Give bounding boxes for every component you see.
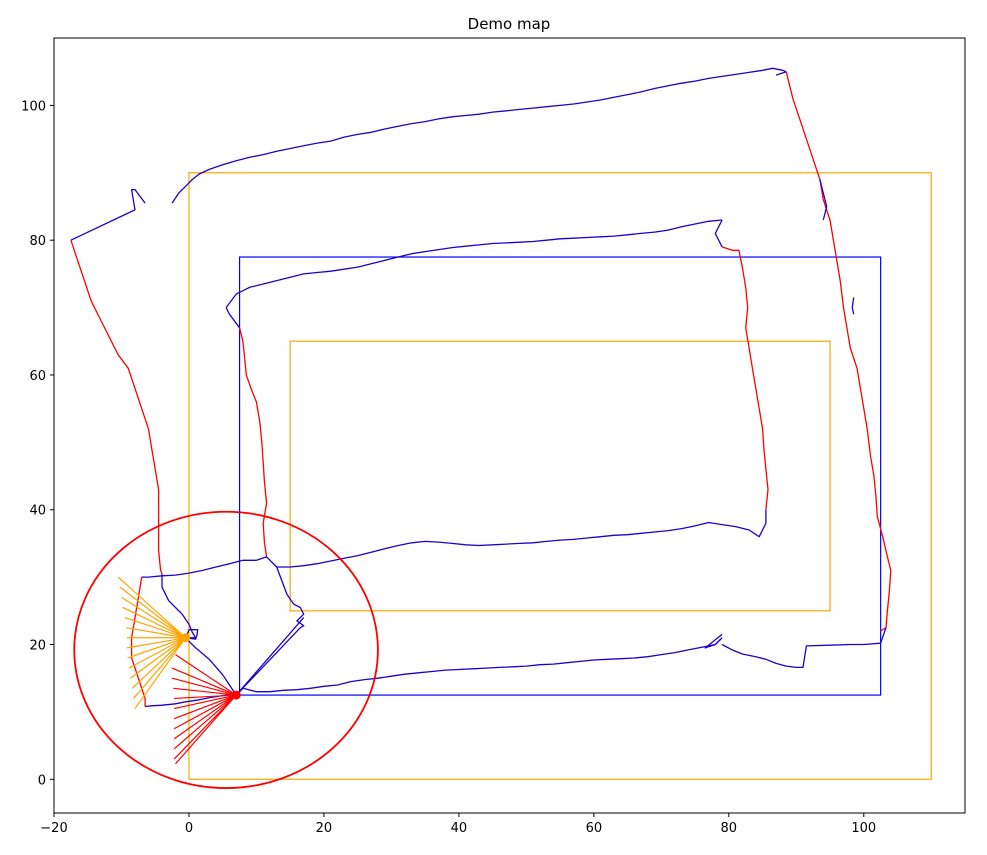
robot-red	[231, 690, 241, 700]
y-tick-label-5: 100	[21, 99, 46, 114]
blue-track-14	[721, 627, 887, 669]
y-tick-label-4: 80	[29, 234, 46, 249]
x-tick-label-4: 60	[586, 821, 603, 836]
robot-orange	[181, 633, 191, 643]
red-scan-ray-1	[171, 667, 237, 696]
red-scan-ray-3	[173, 687, 237, 696]
orange-scan-ray-4	[124, 616, 186, 639]
blue-track-7	[225, 219, 723, 308]
red-scan-ray-8	[173, 694, 237, 740]
blue-track-18	[235, 617, 305, 696]
orange-scan-ray-2	[121, 596, 186, 639]
axes-frame	[53, 37, 966, 814]
orange-scan-ray-5	[126, 627, 186, 639]
y-axis: 0 20 40 60 80 100	[21, 99, 54, 788]
blue-track-15	[161, 573, 199, 640]
orange-scan-ray-10	[129, 637, 186, 679]
blue-track-10	[141, 509, 767, 578]
chart-title: Demo map	[468, 15, 551, 33]
middle-path	[238, 256, 882, 696]
blue-track-20	[851, 297, 855, 315]
orange-scan-ray-3	[122, 606, 186, 639]
blue-track-5	[171, 67, 787, 204]
plot-area	[70, 67, 932, 789]
red-scan-ray-4	[174, 694, 237, 700]
red-scan-ray-10	[173, 694, 237, 760]
blue-track-8	[714, 219, 723, 248]
blue-track-6	[70, 188, 146, 241]
blue-track-11	[235, 566, 305, 696]
x-tick-label-6: 100	[851, 821, 876, 836]
orange-scan-ray-12	[133, 637, 187, 699]
orange-scan-ray-8	[127, 637, 186, 659]
y-tick-label-1: 20	[29, 639, 46, 654]
red-scan-ray-7	[173, 694, 237, 730]
red-scan-ray-0	[175, 654, 237, 696]
orange-scan-ray-0	[117, 576, 186, 639]
sensor-range-ellipse	[73, 510, 379, 789]
blue-track-19	[819, 179, 828, 221]
x-tick-label-3: 40	[451, 821, 468, 836]
red-loop-3	[238, 327, 268, 557]
orange-scan-ray-13	[134, 637, 187, 709]
x-tick-label-1: 0	[185, 821, 193, 836]
y-tick-label-0: 0	[38, 773, 46, 788]
red-scan-ray-11	[175, 694, 237, 765]
x-axis: −20 0 20 40 60 80 100	[40, 813, 876, 836]
y-tick-label-3: 60	[29, 369, 46, 384]
x-tick-label-0: −20	[40, 821, 67, 836]
x-tick-label-5: 80	[721, 821, 738, 836]
red-loop-1	[70, 239, 163, 575]
red-scan-ray-5	[173, 694, 237, 710]
red-scan-ray-6	[173, 694, 237, 720]
blue-track-9	[225, 307, 241, 329]
blue-track-13	[704, 633, 723, 649]
red-scan-ray-9	[173, 694, 237, 750]
orange-scan-ray-11	[131, 637, 187, 689]
orange-scan-ray-1	[119, 586, 186, 639]
inner-wall	[289, 340, 831, 612]
red-scan-ray-2	[171, 677, 237, 696]
outer-wall	[188, 172, 932, 780]
blue-track-16	[185, 637, 237, 696]
orange-scan-ray-9	[128, 637, 186, 669]
red-loop-2	[721, 246, 769, 510]
blue-track-12	[235, 637, 723, 696]
y-tick-label-2: 40	[29, 504, 46, 519]
blue-track-21	[775, 71, 787, 76]
x-tick-label-2: 20	[316, 821, 333, 836]
red-loop-0	[785, 71, 892, 632]
orange-scan-ray-7	[126, 637, 186, 649]
